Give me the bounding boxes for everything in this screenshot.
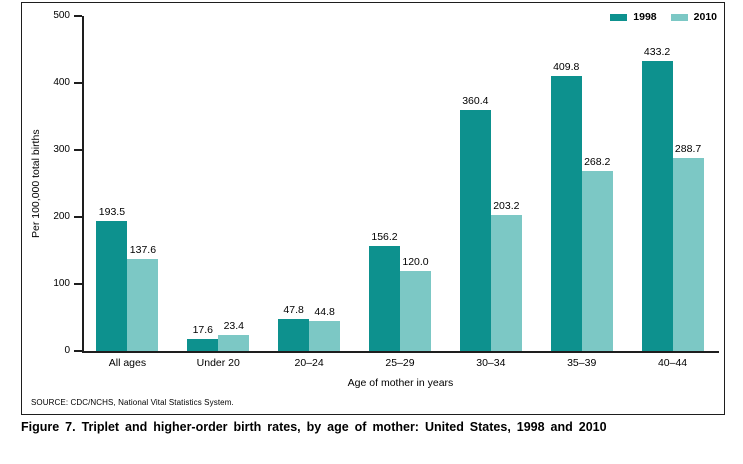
source-note: SOURCE: CDC/NCHS, National Vital Statist… <box>31 398 234 407</box>
value-label-1998: 360.4 <box>462 94 489 107</box>
bar-2010 <box>581 171 613 351</box>
y-tick-label: 200 <box>53 211 70 222</box>
y-tick-label: 300 <box>53 144 70 155</box>
bar-1998 <box>96 221 128 351</box>
x-category-label: 25–29 <box>385 357 415 369</box>
y-tick-label: 400 <box>53 77 70 88</box>
bar-2010 <box>490 214 522 351</box>
y-tick-mark <box>74 149 82 151</box>
bar-2010 <box>672 157 704 351</box>
value-label-2010: 137.6 <box>129 243 157 256</box>
bar-1998 <box>459 109 491 351</box>
legend-label: 1998 <box>633 11 657 23</box>
bar-2010 <box>218 335 250 351</box>
value-label-2010: 288.7 <box>674 142 702 155</box>
value-label-2010: 120.0 <box>402 255 429 268</box>
x-category-label: 35–39 <box>567 357 597 369</box>
y-axis-line <box>82 16 84 353</box>
bar-2010 <box>400 270 431 351</box>
value-label-2010: 203.2 <box>493 199 520 212</box>
y-tick-mark <box>74 350 82 352</box>
y-tick-mark <box>74 82 82 84</box>
figure-caption: Figure 7. Triplet and higher-order birth… <box>21 420 607 434</box>
y-tick-mark <box>74 283 82 285</box>
bar-1998 <box>187 339 219 351</box>
y-tick-mark <box>74 216 82 218</box>
legend-swatch-icon <box>670 13 688 21</box>
bar-1998 <box>278 318 310 351</box>
chart-panel: 1998 2010 Per 100,000 total births Age of… <box>21 2 725 415</box>
value-label-2010: 44.8 <box>314 305 335 318</box>
y-tick-label: 500 <box>53 10 70 21</box>
legend-item-2010: 2010 <box>670 11 717 23</box>
bar-1998 <box>369 246 400 351</box>
value-label-2010: 268.2 <box>584 156 611 169</box>
value-label-2010: 23.4 <box>223 320 244 333</box>
value-label-1998: 47.8 <box>283 303 304 316</box>
x-axis-title: Age of mother in years <box>347 377 454 389</box>
x-category-label: Under 20 <box>196 357 240 369</box>
x-category-label: 40–44 <box>657 357 688 369</box>
bar-2010 <box>309 320 341 351</box>
y-tick-mark <box>74 15 82 17</box>
value-label-1998: 433.2 <box>643 45 671 58</box>
x-category-label: 30–34 <box>476 357 506 369</box>
legend-swatch-icon <box>610 13 628 21</box>
y-tick-label: 0 <box>64 345 70 356</box>
legend-label: 2010 <box>693 11 717 23</box>
y-tick-label: 100 <box>53 278 70 289</box>
bar-1998 <box>641 60 673 351</box>
y-axis-title: Per 100,000 total births <box>30 129 42 238</box>
value-label-1998: 17.6 <box>192 324 213 337</box>
value-label-1998: 409.8 <box>553 61 580 74</box>
legend-item-1998: 1998 <box>610 11 657 23</box>
value-label-1998: 193.5 <box>98 206 126 219</box>
x-axis-line <box>82 351 719 353</box>
bar-1998 <box>550 76 582 351</box>
bar-2010 <box>127 258 159 351</box>
value-label-1998: 156.2 <box>371 231 398 244</box>
x-category-label: 20–24 <box>294 357 324 369</box>
x-category-label: All ages <box>108 357 147 369</box>
chart-legend: 1998 2010 <box>610 11 717 23</box>
